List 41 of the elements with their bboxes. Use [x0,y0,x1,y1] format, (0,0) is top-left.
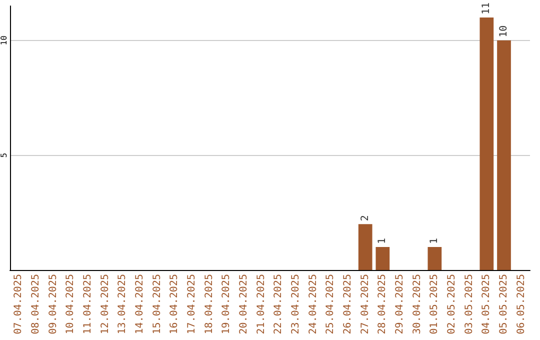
x-tick-label: 16.04.2025 [169,274,180,334]
x-tick-label: 06.05.2025 [516,274,527,334]
x-tick-label: 05.05.2025 [498,274,510,334]
data-label: 1 [377,238,388,244]
x-tick-label: 04.05.2025 [481,274,492,334]
x-tick-label: 23.04.2025 [290,274,302,334]
x-tick-label: 09.04.2025 [48,274,59,334]
x-tick-label: 18.04.2025 [204,274,215,334]
x-tick-label: 11.04.2025 [82,274,94,334]
x-tick-label: 17.04.2025 [186,274,198,334]
x-tick-label: 21.04.2025 [256,274,267,334]
x-tick-label: 24.04.2025 [308,274,319,334]
data-label: 10 [498,25,510,38]
bar [428,247,442,270]
x-tick-label: 07.04.2025 [13,274,24,334]
x-tick-label: 20.04.2025 [238,274,250,334]
x-tick-label: 13.04.2025 [117,274,128,334]
bar [358,224,372,270]
x-tick-label: 03.05.2025 [464,274,475,334]
x-tick-label: 14.04.2025 [134,274,146,334]
x-tick-label: 27.04.2025 [360,274,371,334]
x-tick-label: 25.04.2025 [325,274,336,334]
y-tick-label: 5 [0,152,8,158]
x-tick-label: 15.04.2025 [152,274,163,334]
x-tick-label: 01.05.2025 [429,274,440,334]
x-tick-label: 30.04.2025 [412,274,423,334]
data-label: 2 [360,215,371,222]
data-label: 11 [481,2,492,14]
bar [480,17,494,270]
x-tick-label: 10.04.2025 [65,274,76,334]
x-tick-label: 19.04.2025 [221,274,232,334]
x-tick-label: 26.04.2025 [342,274,354,334]
bar [497,40,511,270]
x-tick-label: 28.04.2025 [377,274,388,334]
x-tick-label: 29.04.2025 [394,274,406,334]
x-tick-label: 08.04.2025 [30,274,42,334]
x-tick-label: 02.05.2025 [446,274,458,334]
data-label: 1 [429,238,440,244]
x-tick-label: 12.04.2025 [100,274,111,334]
bar [376,247,390,270]
x-tick-label: 22.04.2025 [273,274,284,334]
